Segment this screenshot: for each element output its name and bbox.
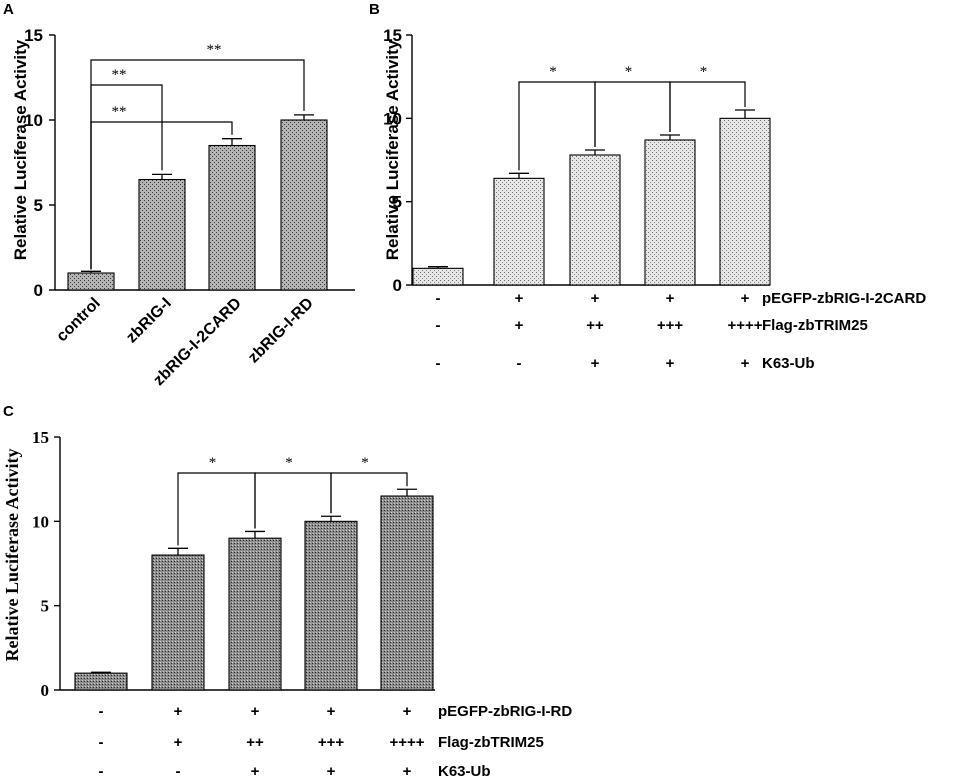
panel-c-condition-mark: - [99,703,104,720]
panel-c-significance-label: * [209,455,217,471]
panel-b-condition-mark: ++++ [727,317,762,334]
panel-b-condition-mark: + [666,355,675,372]
panel-c-bar [151,554,205,691]
panel-c-bar [380,495,434,691]
panel-c-condition-mark: + [327,703,336,720]
panel-a-category-label: zbRIG-I-RD [245,295,317,367]
panel-c-condition-mark: +++ [318,734,345,751]
panel-a-bar [280,119,328,291]
panel-b-significance-bracket [594,81,671,147]
panel-b-condition-mark: - [436,290,441,307]
panel-c-condition-mark: + [403,763,412,780]
panel-c-condition-mark: + [251,763,260,780]
panel-a-significance-label: ** [112,104,127,120]
panel-b-condition-mark: + [666,290,675,307]
panel-c-condition-label: pEGFP-zbRIG-I-RD [438,703,572,720]
panel-c-y-tick-label: 15 [32,428,49,447]
panel-b-condition-mark: + [741,355,750,372]
panel-b-y-tick-label: 15 [383,26,402,45]
panel-c-condition-mark: ++ [246,734,264,751]
panel-a-bar [138,178,186,291]
panel-c-bar [74,672,128,691]
panel-c-significance-bracket [254,472,332,529]
panel-c-condition-mark: - [99,734,104,751]
panel-a-bar [208,144,256,291]
panel-label-c: C [3,403,14,420]
panel-b-significance-label: * [549,64,557,80]
panel-b-condition-label: pEGFP-zbRIG-I-2CARD [762,290,926,307]
panel-b-condition-mark: + [515,317,524,334]
panel-a-y-axis-title: Relative Luciferase Activity [11,39,30,260]
panel-b-bar [644,139,696,286]
panel-a-bar [67,272,115,291]
panel-c-condition-mark: + [327,763,336,780]
panel-b-condition-mark: - [436,317,441,334]
panel-b-y-tick-label: 10 [383,109,402,128]
panel-b-y-axis-title: Relative Luciferase Activity [383,39,402,260]
panel-b-condition-mark: ++ [586,317,604,334]
panel-c-condition-label: Flag-zbTRIM25 [438,734,544,751]
panel-c-bar [228,537,282,691]
panel-c-y-tick-label: 0 [41,681,50,700]
panel-b-y-tick-label: 5 [393,193,402,212]
panel-a-significance-bracket [90,59,305,270]
panel-b-condition-label: Flag-zbTRIM25 [762,317,868,334]
panel-b-condition-mark: + [741,290,750,307]
panel-b-bar [569,154,621,286]
panel-c-condition-mark: - [176,763,181,780]
panel-a-category-label: zbRIG-I [123,295,175,347]
panel-b-condition-mark: + [591,355,600,372]
panel-b-bar [493,177,545,286]
panel-c-condition-mark: - [99,763,104,780]
panel-b-significance-label: * [625,64,633,80]
panel-c-significance-label: * [361,455,369,471]
panel-c-condition-mark: + [251,703,260,720]
panel-a-y-tick-label: 5 [34,196,43,215]
panel-c-y-axis-title: Relative Luciferase Activity [2,449,22,662]
panel-b-condition-mark: - [436,355,441,372]
panel-label-a: A [3,1,14,18]
panel-a-category-label: control [53,295,103,345]
panel-a-y-tick-label: 10 [24,111,43,130]
panel-a-y-tick-label: 15 [24,26,43,45]
panel-c-significance-bracket [177,472,256,546]
panel-c-y-tick-label: 10 [32,512,49,531]
panel-b-condition-mark: +++ [657,317,684,334]
panel-a-y-tick-label: 0 [34,281,43,300]
panel-c-significance-bracket [330,472,408,514]
panel-b-y-tick-label: 0 [393,276,402,295]
panel-c-condition-mark: ++++ [389,734,424,751]
panel-c-condition-mark: + [403,703,412,720]
panel-b-condition-label: K63-Ub [762,355,815,372]
panel-label-b: B [369,1,380,18]
panel-b-significance-label: * [700,64,708,80]
panel-a-significance-label: ** [112,67,127,83]
panel-b-bar [412,267,464,286]
panel-b-significance-bracket [669,81,746,132]
panel-c-significance-label: * [285,455,293,471]
panel-c-condition-mark: + [174,734,183,751]
panel-b-bar [719,117,771,286]
panel-a-significance-label: ** [207,42,222,58]
panel-c-condition-label: K63-Ub [438,763,491,780]
panel-c-condition-mark: + [174,703,183,720]
panel-c-bar [304,520,358,691]
panel-b-condition-mark: + [515,290,524,307]
panel-b-condition-mark: - [517,355,522,372]
panel-c-y-tick-label: 5 [41,597,50,616]
panel-b-condition-mark: + [591,290,600,307]
